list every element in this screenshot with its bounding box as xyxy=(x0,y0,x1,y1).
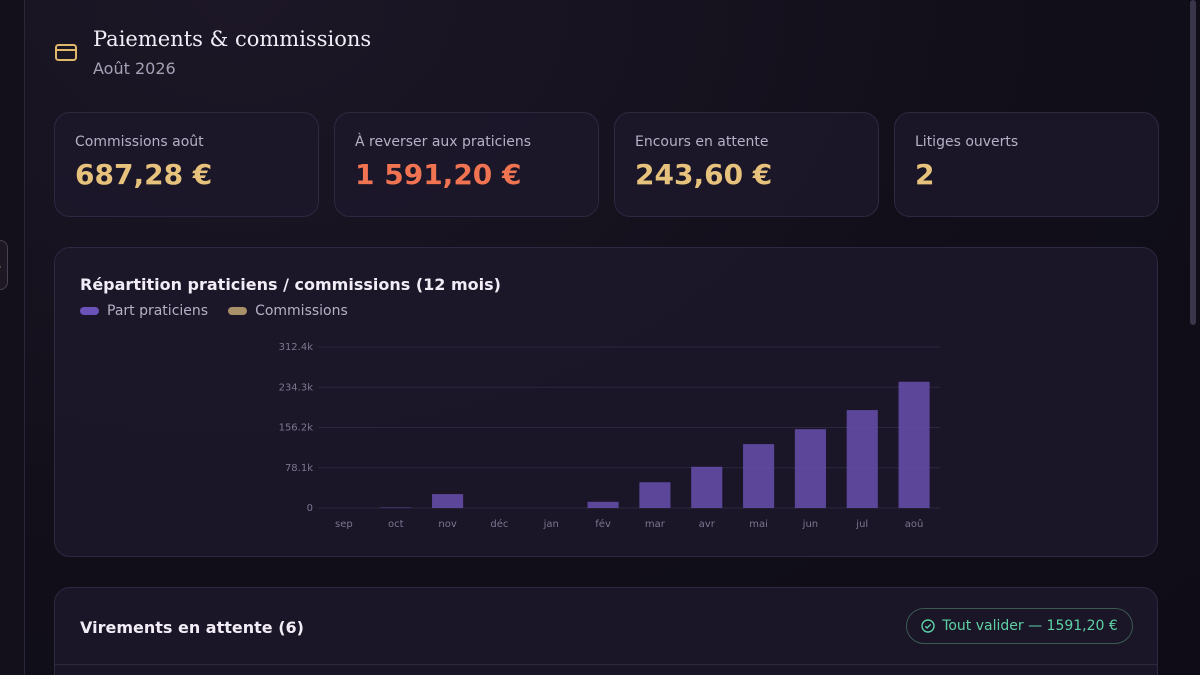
x-tick-label: oct xyxy=(388,519,404,530)
divider xyxy=(55,664,1157,665)
legend-label: Commissions xyxy=(255,303,348,319)
scrollbar[interactable] xyxy=(1190,0,1196,325)
bar xyxy=(380,507,412,508)
x-tick-label: nov xyxy=(438,519,456,530)
x-tick-label: déc xyxy=(490,518,508,530)
x-tick-label: mar xyxy=(645,519,666,530)
x-tick-label: aoû xyxy=(905,518,924,530)
bar xyxy=(898,381,930,508)
bar xyxy=(432,494,464,508)
x-tick-label: mai xyxy=(749,519,768,530)
kpi-label: Commissions août xyxy=(75,134,204,150)
kpi-value: 1 591,20 € xyxy=(355,158,522,191)
x-tick-label: jan xyxy=(543,519,559,530)
validate-all-button[interactable]: Tout valider — 1591,20 € xyxy=(906,608,1133,644)
x-tick-label: sep xyxy=(335,519,353,530)
x-tick-label: jun xyxy=(802,519,818,530)
kpi-label: Litiges ouverts xyxy=(915,134,1019,150)
y-tick-label: 156.2k xyxy=(279,423,314,434)
bar xyxy=(794,429,826,508)
transfers-card: Virements en attente (6) Tout valider — … xyxy=(54,587,1158,675)
legend-swatch xyxy=(80,307,99,315)
kpi-card: Litiges ouverts 2 xyxy=(894,112,1159,217)
kpi-label: À reverser aux praticiens xyxy=(355,134,532,150)
kpi-card: Commissions août 687,28 € xyxy=(54,112,319,217)
kpi-label: Encours en attente xyxy=(635,134,769,150)
kpi-value: 243,60 € xyxy=(635,158,773,191)
bar xyxy=(639,482,671,508)
transfers-title: Virements en attente (6) xyxy=(80,618,304,637)
y-tick-label: 312.4k xyxy=(279,342,314,353)
legend: Part praticiens Commissions xyxy=(80,303,348,319)
check-icon xyxy=(921,619,935,633)
x-tick-label: fév xyxy=(595,518,611,530)
bar xyxy=(691,466,723,508)
legend-item: Commissions xyxy=(228,303,348,319)
chart: 0 78.1k 156.2k 234.3k 312.4k sep oct nov déc jan f… xyxy=(279,342,940,530)
chart-card: Répartition praticiens / commissions (12… xyxy=(54,247,1158,557)
kpi-value: 2 xyxy=(915,158,935,191)
y-tick-label: 78.1k xyxy=(285,463,313,474)
x-tick-label: jul xyxy=(855,519,868,530)
y-tick-label: 0 xyxy=(307,503,313,514)
chart-title: Répartition praticiens / commissions (12… xyxy=(80,275,501,294)
legend-label: Part praticiens xyxy=(107,303,209,319)
card-icon xyxy=(55,44,77,61)
page-subtitle: Août 2026 xyxy=(93,59,176,78)
kpi-card: À reverser aux praticiens 1 591,20 € xyxy=(334,112,599,217)
legend-item: Part praticiens xyxy=(80,303,208,319)
x-tick-label: avr xyxy=(699,519,716,530)
bar xyxy=(846,410,878,508)
kpi-value: 687,28 € xyxy=(75,158,213,191)
button-label: Tout valider — 1591,20 € xyxy=(942,618,1118,634)
y-tick-label: 234.3k xyxy=(279,382,314,393)
bar xyxy=(743,444,775,508)
sidebar-toggle[interactable]: us xyxy=(0,240,8,290)
page-title: Paiements & commissions xyxy=(93,27,372,51)
kpi-card: Encours en attente 243,60 € xyxy=(614,112,879,217)
legend-swatch xyxy=(228,307,248,315)
bar xyxy=(587,501,619,508)
sidebar xyxy=(0,0,25,675)
